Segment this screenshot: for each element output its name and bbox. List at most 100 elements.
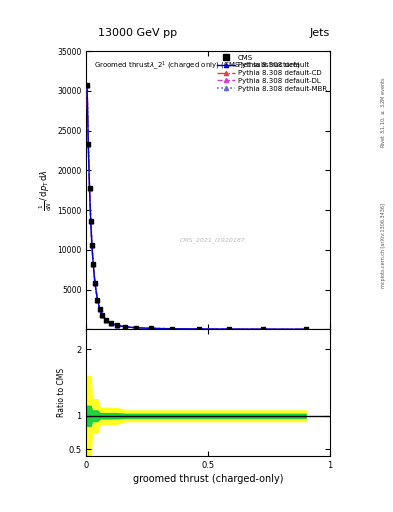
Legend: CMS, Pythia 8.308 default, Pythia 8.308 default-CD, Pythia 8.308 default-DL, Pyt: CMS, Pythia 8.308 default, Pythia 8.308 …	[216, 53, 328, 93]
Pythia 8.308 default-CD	[91, 261, 95, 267]
Text: Jets: Jets	[310, 28, 330, 38]
Pythia 8.308 default-MBR	[93, 280, 97, 286]
Pythia 8.308 default	[169, 326, 174, 332]
Pythia 8.308 default-DL	[95, 296, 100, 303]
Pythia 8.308 default-DL	[97, 306, 102, 312]
CMS	[108, 320, 113, 326]
Pythia 8.308 default-MBR	[104, 317, 108, 323]
Pythia 8.308 default	[86, 141, 91, 147]
Pythia 8.308 default	[93, 280, 97, 286]
Pythia 8.308 default-DL	[149, 325, 153, 331]
CMS	[169, 326, 174, 332]
Pythia 8.308 default	[90, 242, 94, 248]
Y-axis label: Ratio to CMS: Ratio to CMS	[57, 368, 66, 417]
CMS	[90, 242, 94, 248]
CMS	[104, 317, 108, 323]
Pythia 8.308 default	[104, 317, 108, 323]
Pythia 8.308 default-MBR	[134, 325, 139, 331]
Pythia 8.308 default	[100, 312, 105, 318]
Pythia 8.308 default-MBR	[95, 296, 100, 303]
Pythia 8.308 default-CD	[100, 312, 105, 318]
Pythia 8.308 default-DL	[93, 280, 97, 286]
CMS	[93, 280, 97, 286]
Pythia 8.308 default-MBR	[90, 242, 94, 248]
Pythia 8.308 default	[123, 324, 128, 330]
Pythia 8.308 default-CD	[123, 324, 128, 330]
Line: Pythia 8.308 default: Pythia 8.308 default	[85, 83, 308, 331]
Pythia 8.308 default-MBR	[227, 326, 231, 332]
CMS	[261, 326, 266, 332]
Pythia 8.308 default-CD	[261, 326, 266, 332]
Pythia 8.308 default-DL	[85, 82, 90, 88]
Pythia 8.308 default-CD	[88, 218, 93, 224]
Pythia 8.308 default-DL	[91, 261, 95, 267]
Pythia 8.308 default-CD	[303, 326, 308, 332]
Pythia 8.308 default-MBR	[196, 326, 201, 332]
CMS	[86, 141, 91, 147]
Pythia 8.308 default	[261, 326, 266, 332]
Pythia 8.308 default	[303, 326, 308, 332]
Pythia 8.308 default-DL	[261, 326, 266, 332]
Text: CMS_2021_I1920187: CMS_2021_I1920187	[180, 238, 246, 243]
CMS	[95, 296, 100, 303]
Pythia 8.308 default-MBR	[100, 312, 105, 318]
CMS	[149, 325, 153, 331]
CMS	[88, 218, 93, 224]
Pythia 8.308 default	[108, 320, 113, 326]
Pythia 8.308 default-DL	[104, 317, 108, 323]
CMS	[123, 324, 128, 330]
Pythia 8.308 default-DL	[108, 320, 113, 326]
Pythia 8.308 default-CD	[104, 317, 108, 323]
Pythia 8.308 default-CD	[115, 322, 119, 328]
Pythia 8.308 default-MBR	[261, 326, 266, 332]
Line: Pythia 8.308 default-CD: Pythia 8.308 default-CD	[85, 83, 308, 331]
Pythia 8.308 default-CD	[87, 185, 92, 191]
CMS	[85, 82, 90, 88]
CMS	[134, 325, 139, 331]
Pythia 8.308 default-MBR	[169, 326, 174, 332]
Pythia 8.308 default-MBR	[149, 325, 153, 331]
Pythia 8.308 default-MBR	[108, 320, 113, 326]
Pythia 8.308 default-DL	[134, 325, 139, 331]
Pythia 8.308 default-DL	[88, 218, 93, 224]
Pythia 8.308 default	[115, 322, 119, 328]
Pythia 8.308 default-CD	[169, 326, 174, 332]
Text: Groomed thrust$\lambda$_2$^1$ (charged only) (CMS jet substructure): Groomed thrust$\lambda$_2$^1$ (charged o…	[94, 59, 301, 72]
Pythia 8.308 default-DL	[196, 326, 201, 332]
CMS	[196, 326, 201, 332]
Pythia 8.308 default-CD	[134, 325, 139, 331]
Pythia 8.308 default-MBR	[86, 141, 91, 147]
CMS	[87, 185, 92, 191]
Pythia 8.308 default-CD	[93, 280, 97, 286]
CMS	[115, 322, 119, 328]
Pythia 8.308 default-DL	[100, 312, 105, 318]
Pythia 8.308 default-DL	[87, 185, 92, 191]
Pythia 8.308 default	[91, 261, 95, 267]
Pythia 8.308 default-MBR	[303, 326, 308, 332]
Pythia 8.308 default-DL	[169, 326, 174, 332]
CMS	[303, 326, 308, 332]
Pythia 8.308 default-CD	[149, 325, 153, 331]
CMS	[97, 306, 102, 312]
Pythia 8.308 default-CD	[97, 306, 102, 312]
Pythia 8.308 default-MBR	[97, 306, 102, 312]
Pythia 8.308 default	[134, 325, 139, 331]
Pythia 8.308 default-MBR	[87, 185, 92, 191]
Line: Pythia 8.308 default-DL: Pythia 8.308 default-DL	[85, 83, 308, 331]
Pythia 8.308 default-MBR	[88, 218, 93, 224]
Text: Rivet 3.1.10, $\geq$ 3.2M events: Rivet 3.1.10, $\geq$ 3.2M events	[379, 77, 387, 148]
Pythia 8.308 default-DL	[86, 141, 91, 147]
Pythia 8.308 default-CD	[108, 320, 113, 326]
Pythia 8.308 default	[227, 326, 231, 332]
Pythia 8.308 default	[95, 296, 100, 303]
Text: 13000 GeV pp: 13000 GeV pp	[98, 28, 177, 38]
Pythia 8.308 default	[196, 326, 201, 332]
Pythia 8.308 default-MBR	[85, 82, 90, 88]
Pythia 8.308 default-DL	[303, 326, 308, 332]
Pythia 8.308 default-MBR	[115, 322, 119, 328]
Pythia 8.308 default	[88, 218, 93, 224]
Line: Pythia 8.308 default-MBR: Pythia 8.308 default-MBR	[85, 83, 308, 331]
Pythia 8.308 default-CD	[196, 326, 201, 332]
Pythia 8.308 default-DL	[115, 322, 119, 328]
Text: mcplots.cern.ch [arXiv:1306.3436]: mcplots.cern.ch [arXiv:1306.3436]	[381, 203, 386, 288]
